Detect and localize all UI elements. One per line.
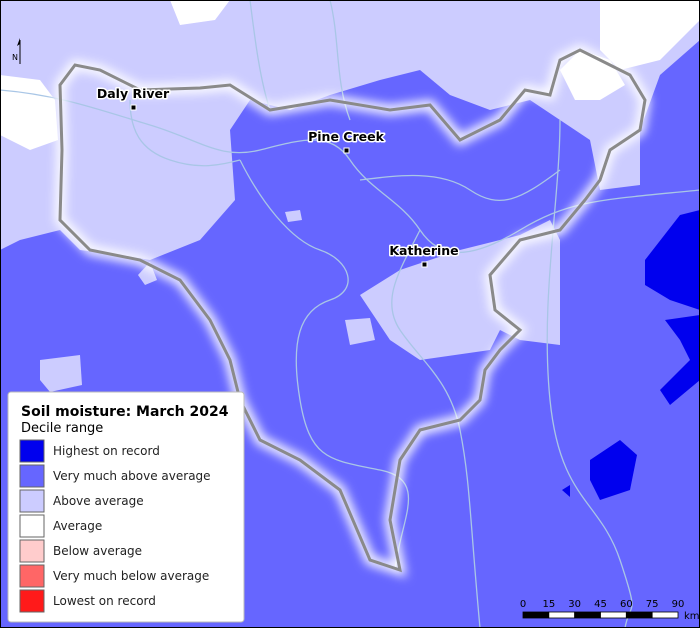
above-average-area — [138, 262, 157, 285]
scale-label: 75 — [646, 599, 659, 610]
legend-label: Above average — [53, 494, 144, 508]
legend-label: Very much above average — [53, 469, 211, 483]
legend-label: Below average — [53, 544, 142, 558]
average-area — [170, 0, 230, 25]
town-label: Katherine — [389, 243, 458, 258]
highest-area — [590, 440, 637, 500]
scale-segment — [522, 611, 550, 619]
scale-label: 90 — [672, 599, 685, 610]
legend-subtitle: Decile range — [21, 421, 103, 436]
scale-segment — [625, 611, 653, 619]
legend-title: Soil moisture: March 2024 — [21, 404, 229, 420]
above-average-area — [40, 355, 82, 392]
town-marker — [130, 104, 137, 111]
average-area — [0, 75, 58, 150]
above-average-area — [285, 210, 302, 222]
legend-box — [7, 391, 245, 623]
scale-label: 0 — [520, 599, 526, 610]
average-area — [600, 0, 700, 70]
north-label: N — [12, 53, 18, 62]
legend-swatch — [19, 589, 45, 613]
scale-label: 30 — [568, 599, 581, 610]
scale-segment — [574, 611, 601, 619]
scale-segment — [600, 611, 627, 619]
highest-area — [645, 210, 700, 310]
legend-swatch — [19, 514, 45, 538]
scale-segment — [651, 611, 679, 619]
scale-label: 45 — [594, 599, 607, 610]
scale-label: 15 — [542, 599, 555, 610]
towns: Daly River Pine Creek Katherine — [95, 85, 460, 268]
scale-unit: km — [684, 611, 700, 622]
legend-label: Average — [53, 519, 102, 533]
legend: Soil moisture: March 2024 Decile range H… — [7, 391, 245, 623]
north-arrow-head — [17, 38, 20, 46]
legend-label: Highest on record — [53, 444, 160, 458]
scale-label: 60 — [620, 599, 633, 610]
legend-swatch — [19, 464, 45, 488]
highest-area — [660, 315, 700, 405]
scale-segment — [548, 611, 576, 619]
legend-swatch — [19, 439, 45, 463]
legend-swatch — [19, 564, 45, 588]
town-marker — [343, 147, 350, 154]
town-label: Pine Creek — [308, 129, 384, 144]
legend-label: Lowest on record — [53, 594, 156, 608]
north-arrow: N — [12, 38, 21, 64]
town-label: Daly River — [97, 86, 170, 101]
legend-swatch — [19, 489, 45, 513]
legend-swatch — [19, 539, 45, 563]
town-marker — [421, 261, 428, 268]
highest-area — [562, 485, 570, 497]
above-average-area — [0, 0, 700, 260]
legend-label: Very much below average — [53, 569, 209, 583]
above-average-area — [345, 318, 375, 345]
